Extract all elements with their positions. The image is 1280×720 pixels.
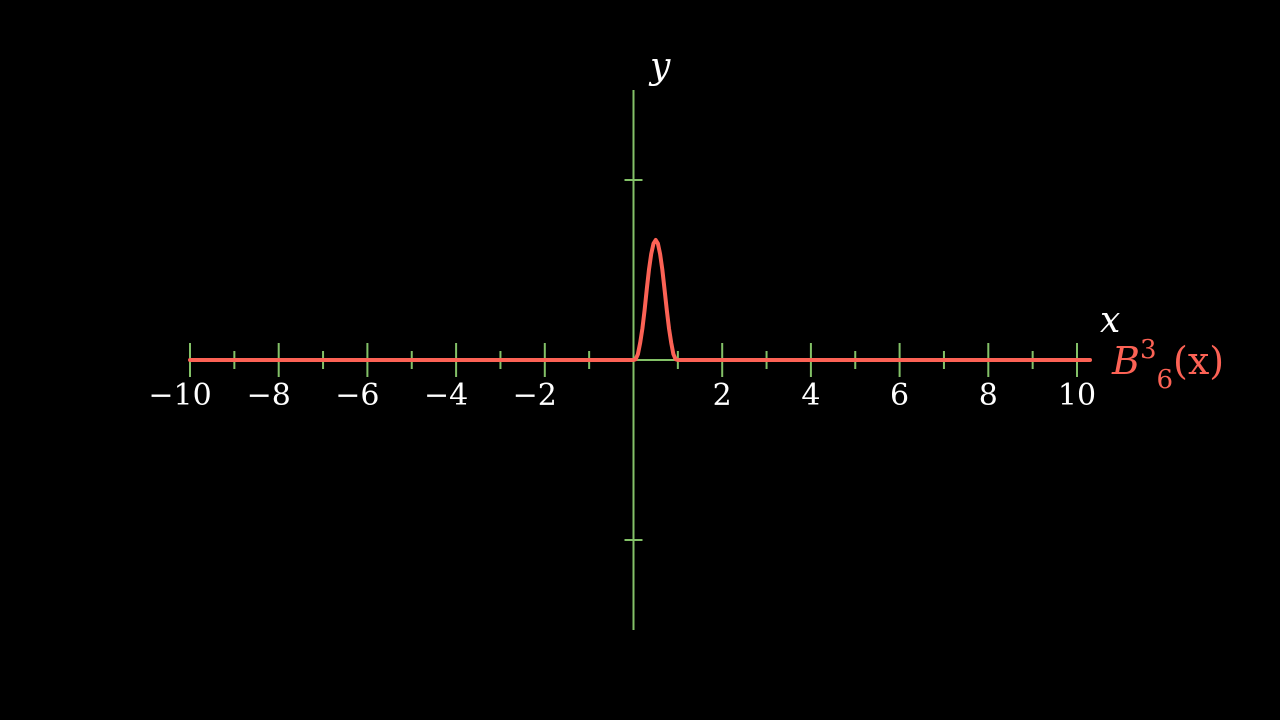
series-label-subscript: 6	[1156, 365, 1173, 395]
x-tick-label: 4	[801, 378, 820, 413]
x-tick-label: 2	[713, 378, 732, 413]
x-axis-tick-labels: −10 −8 −6 −4 −2 2 4 6 8 10	[148, 378, 1096, 413]
series-label-base: B	[1111, 339, 1140, 383]
x-tick-label: 10	[1058, 378, 1096, 413]
x-tick-label: 6	[890, 378, 909, 413]
series-curve	[188, 238, 1092, 362]
x-tick-label: −4	[424, 378, 468, 413]
series-label-superscript: 3	[1140, 335, 1157, 365]
series-label: B36(x)	[1111, 335, 1224, 395]
axes: −10 −8 −6 −4 −2 2 4 6 8 10	[148, 90, 1096, 630]
series-label-argument: (x)	[1173, 339, 1224, 383]
x-tick-label: 8	[979, 378, 998, 413]
x-tick-label: −8	[247, 378, 291, 413]
y-axis-ticks	[624, 179, 643, 541]
x-tick-label: −10	[148, 378, 211, 413]
x-tick-label: −6	[335, 378, 379, 413]
y-axis-label: y	[648, 46, 671, 87]
x-tick-label: −2	[513, 378, 557, 413]
x-axis-label: x	[1100, 300, 1120, 341]
